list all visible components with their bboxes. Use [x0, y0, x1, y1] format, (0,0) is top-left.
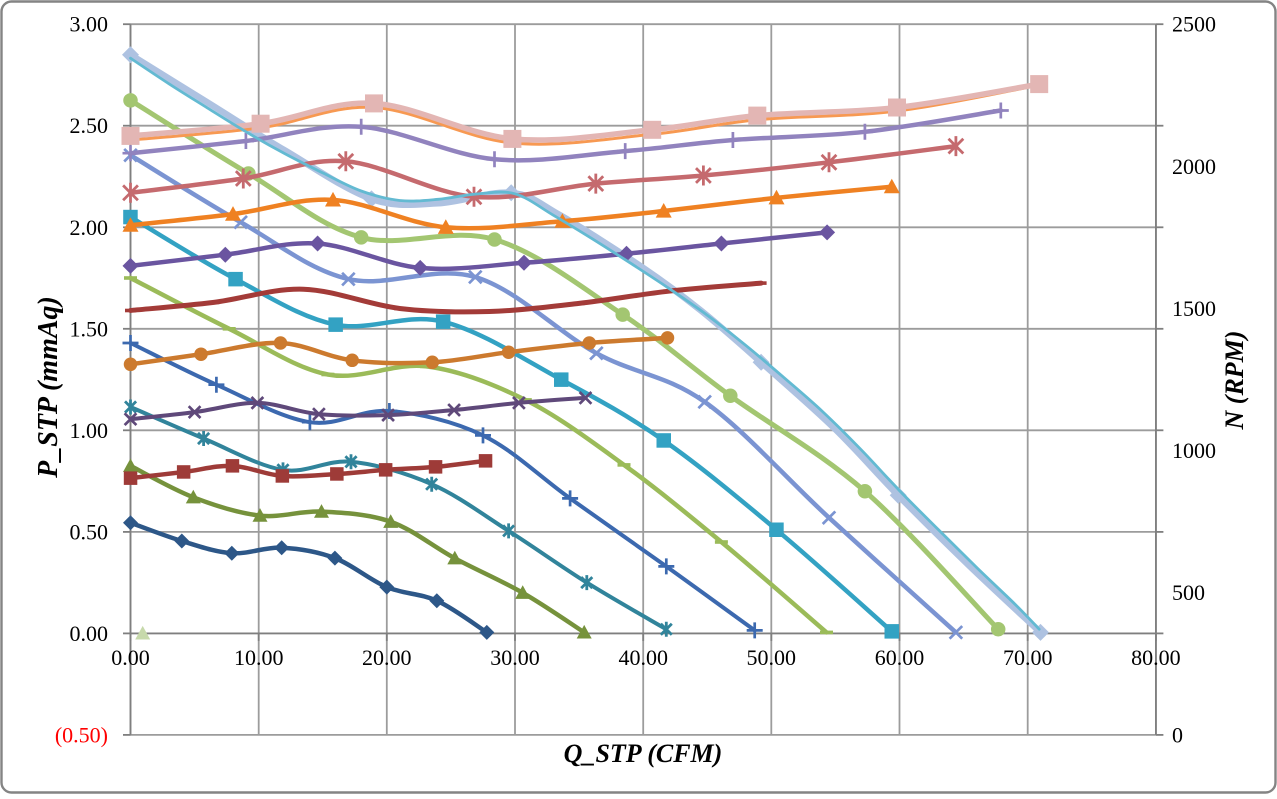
svg-text:1500: 1500: [1172, 296, 1216, 321]
svg-text:(0.50): (0.50): [55, 722, 108, 747]
svg-text:Q_STP (CFM): Q_STP (CFM): [564, 739, 723, 768]
svg-text:0.00: 0.00: [111, 645, 150, 670]
svg-text:70.00: 70.00: [1003, 645, 1053, 670]
svg-text:40.00: 40.00: [618, 645, 668, 670]
svg-text:P_STP (mmAq): P_STP (mmAq): [33, 296, 64, 479]
svg-text:1.50: 1.50: [70, 316, 109, 341]
svg-text:0: 0: [1172, 722, 1183, 747]
svg-text:N (RPM): N (RPM): [1220, 331, 1249, 431]
svg-text:500: 500: [1172, 580, 1205, 605]
svg-text:2500: 2500: [1172, 12, 1216, 37]
svg-text:20.00: 20.00: [362, 645, 412, 670]
svg-text:0.00: 0.00: [70, 621, 109, 646]
svg-text:10.00: 10.00: [234, 645, 284, 670]
svg-text:2000: 2000: [1172, 154, 1216, 179]
svg-text:3.00: 3.00: [70, 12, 109, 37]
svg-text:50.00: 50.00: [747, 645, 797, 670]
svg-text:2.50: 2.50: [70, 113, 109, 138]
svg-text:60.00: 60.00: [875, 645, 925, 670]
svg-text:0.50: 0.50: [70, 519, 109, 544]
svg-text:1000: 1000: [1172, 438, 1216, 463]
svg-text:1.00: 1.00: [70, 418, 109, 443]
svg-text:30.00: 30.00: [490, 645, 540, 670]
svg-text:80.00: 80.00: [1131, 645, 1181, 670]
svg-text:2.00: 2.00: [70, 215, 109, 240]
